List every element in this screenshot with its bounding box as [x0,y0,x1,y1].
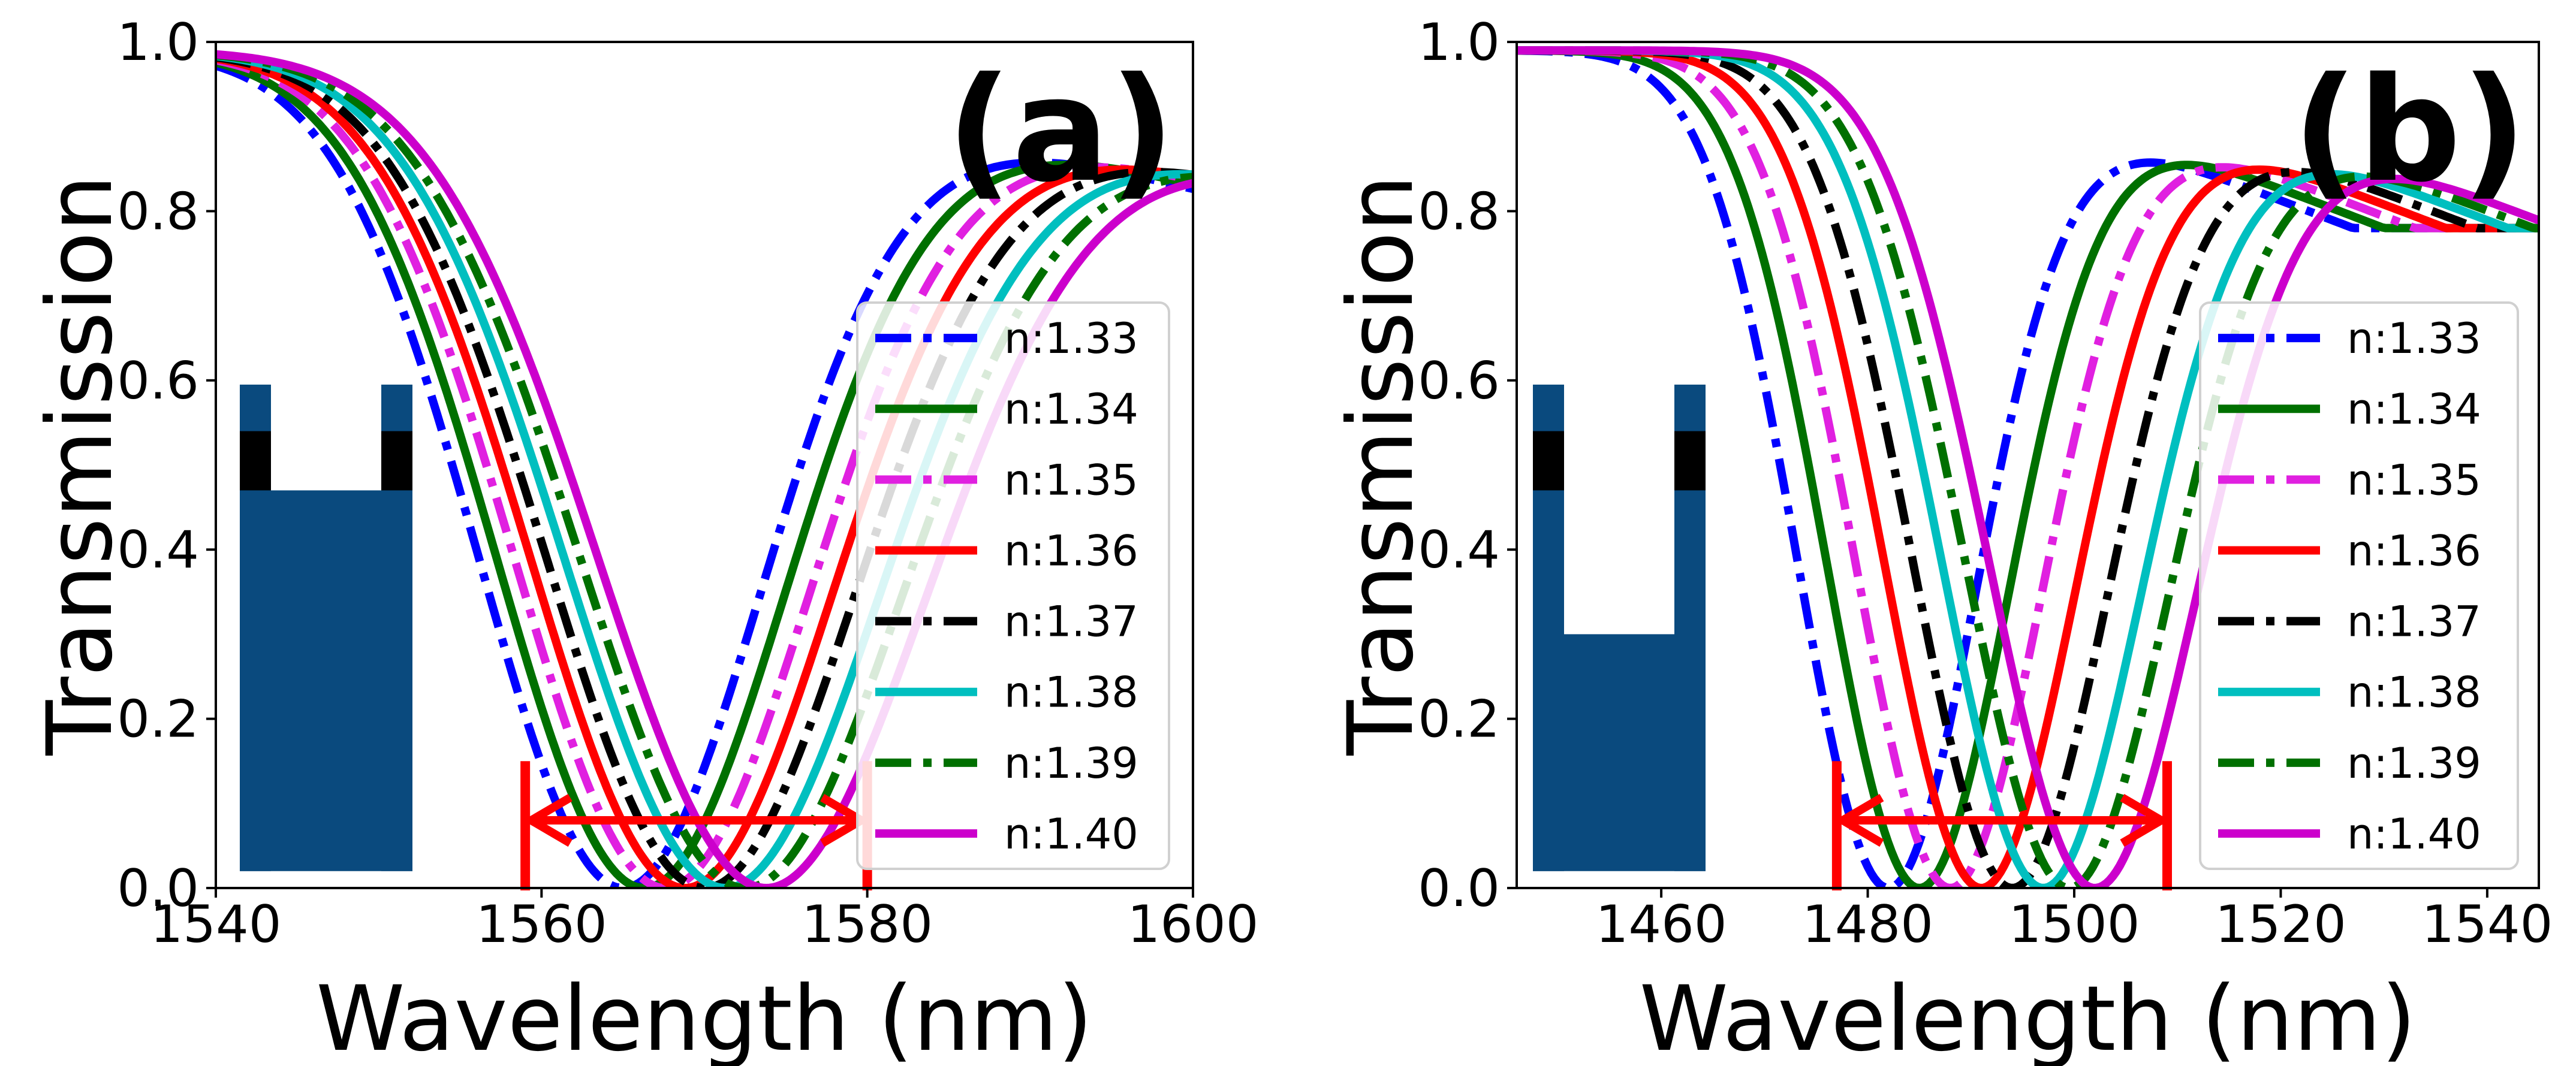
legend-label: n:1.36 [2347,526,2481,575]
x-tick-label: 1500 [2009,895,2140,955]
legend-label: n:1.34 [2347,385,2481,434]
legend-label: n:1.34 [1004,385,1138,434]
legend-label: n:1.33 [2347,314,2481,363]
series-line-n-1-35 [216,56,1193,888]
legend-box [2199,301,2519,870]
waveguide-inset-a [240,384,412,871]
x-tick-label: 1600 [1128,895,1259,955]
arrow-head-left [1834,793,1884,847]
axes-frame-a [215,41,1194,889]
y-tick-label: 1.0 [1418,13,1500,73]
x-tick-label: 1540 [150,895,282,955]
panel-label-a: (a) [947,46,1175,214]
legend-label: n:1.33 [1004,314,1138,363]
legend-label: n:1.37 [2347,597,2481,647]
panel-label-b: (b) [2292,46,2527,214]
inset-base [1533,634,1706,871]
inset-left-band [240,431,271,491]
y-tick-label: 0.4 [117,520,199,580]
series-line-n-1-33 [216,62,1193,888]
axes-frame-b [1516,41,2540,889]
series-line-n-1-39 [216,51,1193,888]
series-line-n-1-36 [1517,46,2539,888]
x-tick-label: 1540 [2421,895,2553,955]
legend-label: n:1.39 [1004,739,1138,788]
legend-a: n:1.33 n:1.34 n:1.35 n:1.36 n:1.37 n:1.38 n:1.… [856,301,1170,870]
arrow-head-left [523,793,573,847]
legend-label: n:1.38 [1004,668,1138,717]
y-tick-label: 0.2 [117,690,199,750]
series-line-n-1-35 [1517,46,2539,888]
inset-left-band [1533,431,1564,491]
y-tick-label: 1.0 [117,13,199,73]
legend-label: n:1.36 [1004,526,1138,575]
y-tick-label: 0.6 [1418,351,1500,411]
legend-label: n:1.35 [1004,455,1138,505]
arrow-head-right [2120,793,2170,847]
series-line-n-1-37 [216,53,1193,888]
y-axis-label-a: Transmission [28,175,132,756]
legend-label: n:1.35 [2347,455,2481,505]
y-tick-label: 0.2 [1418,690,1500,750]
y-tick-label: 0.8 [1418,182,1500,241]
waveguide-inset-b [1533,384,1706,871]
legend-label: n:1.37 [1004,597,1138,647]
series-line-n-1-40 [1517,46,2539,888]
y-axis-label-b: Transmission [1329,175,1433,756]
legend-label: n:1.39 [2347,739,2481,788]
legend-box [856,301,1170,870]
inset-right-band [1674,431,1706,491]
y-tick-label: 0.6 [117,351,199,411]
legend-label: n:1.40 [1004,810,1138,859]
x-tick-label: 1480 [1802,895,1933,955]
x-tick-label: 1560 [476,895,607,955]
y-tick-label: 0.4 [1418,520,1500,580]
inset-base [240,490,412,871]
series-line-n-1-34 [1517,46,2539,888]
legend-label: n:1.40 [2347,810,2481,859]
y-tick-label: 0.8 [117,182,199,241]
series-line-n-1-38 [216,52,1193,888]
legend-b: n:1.33 n:1.34 n:1.35 n:1.36 n:1.37 n:1.38 n:1.… [2199,301,2519,870]
x-axis-label-a: Wavelength (nm) [316,967,1093,1066]
legend-label: n:1.38 [2347,668,2481,717]
x-tick-label: 1580 [802,895,933,955]
wavelength-shift-arrow-b [1831,761,2172,890]
inset-right-band [381,431,412,491]
x-axis-label-b: Wavelength (nm) [1640,967,2417,1066]
chart-panel-b: 1460 1480 1500 1520 1540 0.0 0.2 0.4 0.6 0.8 1.0 (… [1329,13,2553,1066]
chart-panel-a: 1540 1560 1580 1600 0.0 0.2 0.4 0.6 0.8 1.0 (a) W… [28,13,1258,1066]
y-tick-label: 0.0 [1418,859,1500,919]
x-tick-label: 1460 [1596,895,1727,955]
x-tick-label: 1520 [2215,895,2346,955]
y-tick-label: 0.0 [117,859,199,919]
